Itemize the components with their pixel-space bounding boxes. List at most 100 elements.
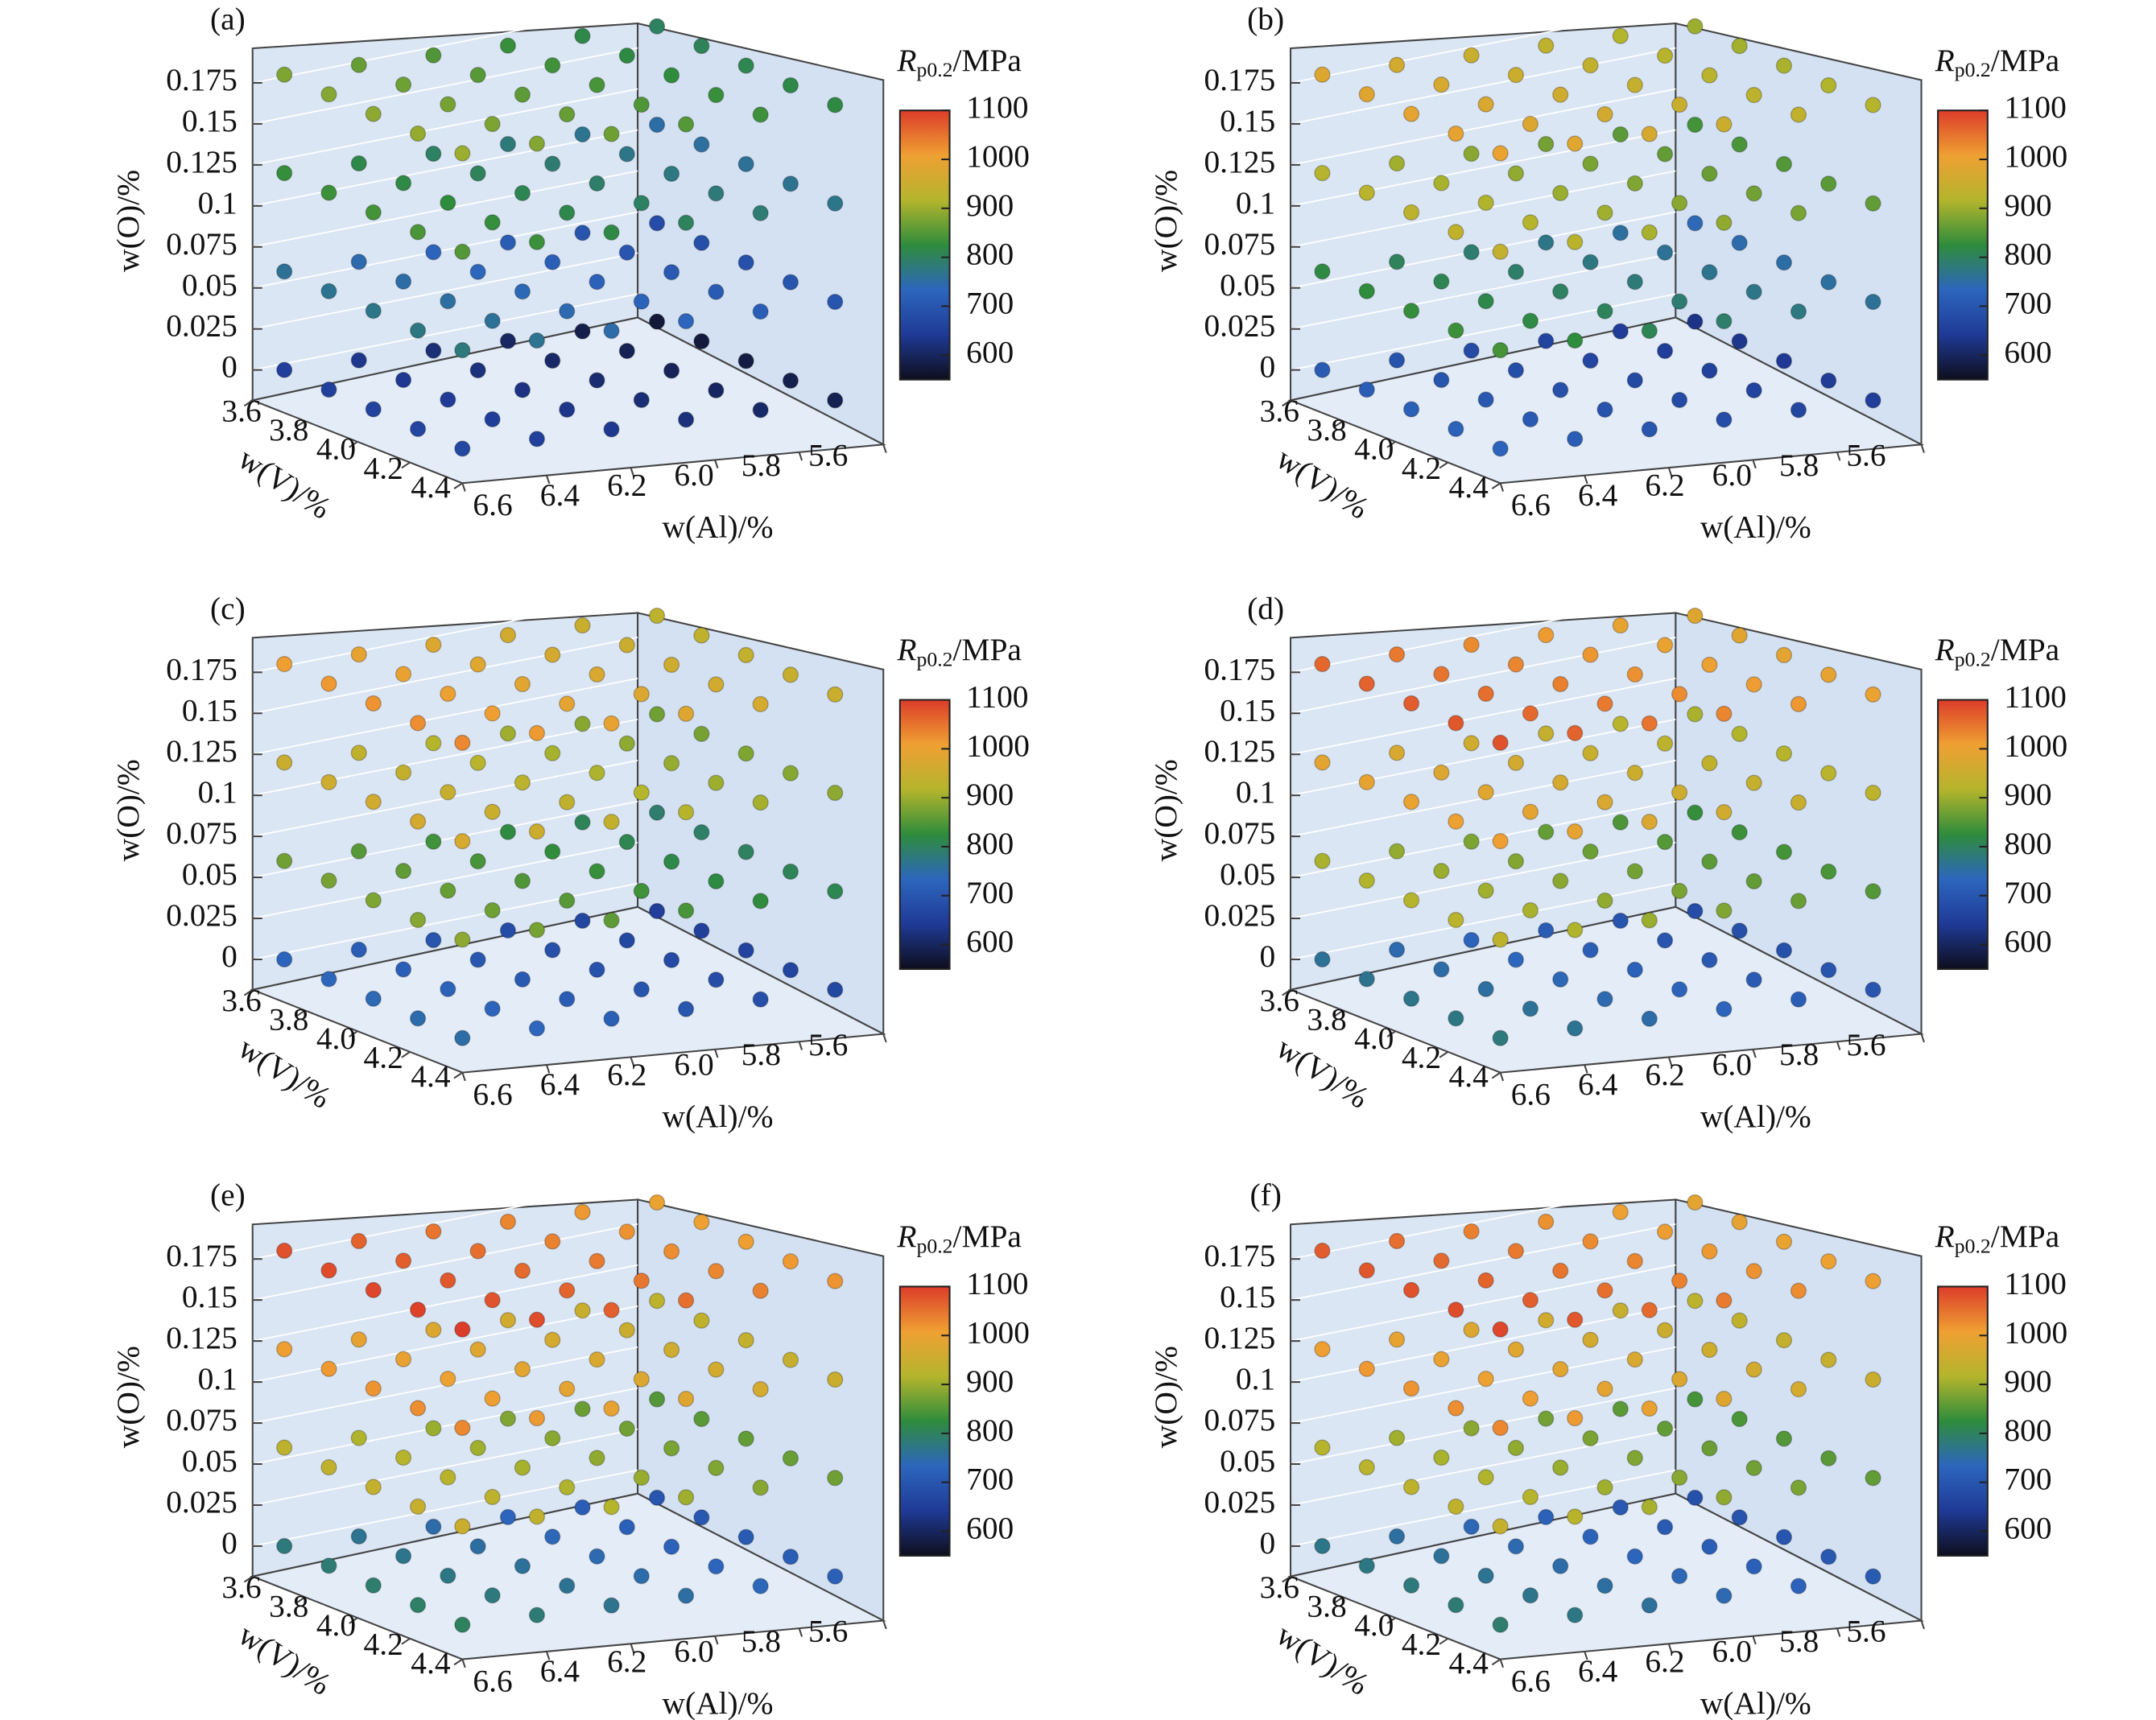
data-point [1402,695,1420,712]
data-point [1448,1400,1464,1417]
data-point [1552,382,1569,398]
x-tick-label: 6.2 [1645,1057,1684,1092]
data-point [514,1557,531,1574]
data-point [409,1010,427,1027]
z-grid-line [252,596,638,674]
data-point [1865,1568,1881,1585]
data-point [1596,991,1613,1008]
z-grid-line [252,1223,638,1301]
data-point [1775,57,1793,74]
data-point [603,224,620,241]
data-point [440,1371,456,1388]
x-tick-label: 6.6 [473,1663,512,1698]
z-grid-line [252,1469,638,1547]
x-tick [882,443,887,453]
colorbar-label: Rp0.2/MPa [1935,1219,2060,1257]
data-point [574,126,591,143]
z-grid-line [1290,596,1676,674]
data-point [1448,420,1464,438]
data-point [1582,1233,1599,1250]
data-point [708,1459,725,1477]
data-point [708,382,725,399]
y-tick [349,1030,358,1037]
data-point [1492,734,1509,751]
data-point [1775,1528,1793,1545]
data-point [409,715,427,732]
colorbar-label-unit: /MPa [1991,43,2059,78]
x-tick [798,452,803,461]
data-point [469,67,486,84]
data-point [1671,981,1688,998]
data-point [440,882,456,899]
data-point [1596,1479,1613,1496]
data-point [1731,332,1748,350]
data-point [1775,254,1793,271]
data-point [1671,1469,1688,1487]
data-point [276,1439,293,1456]
z-tick-label: 0 [1259,349,1275,385]
data-point [752,1380,769,1398]
x-tick-label: 5.8 [741,448,781,483]
z-tick-label: 0.05 [1220,1443,1275,1479]
data-point [827,981,844,998]
colorbar-tick-label: 900 [2004,1363,2051,1399]
x-tick [545,1651,551,1660]
data-point [708,185,725,202]
z-tick-label: 0.05 [1220,267,1275,303]
data-point [1552,675,1569,693]
x-tick [630,1644,634,1652]
data-point [544,1429,561,1447]
data-point [708,1361,725,1378]
data-point [454,1518,471,1535]
data-point [1671,1272,1688,1289]
data-point [752,1282,769,1299]
data-point [409,911,427,929]
data-point [276,164,293,182]
data-point [737,353,754,369]
data-point [1687,313,1704,330]
data-point [1492,931,1509,948]
data-point [528,724,546,741]
data-point [677,1292,695,1309]
data-point [394,76,412,93]
data-point [1641,912,1658,929]
data-point [1687,18,1704,35]
data-point [1402,401,1420,418]
data-point [603,1010,620,1027]
data-point [1656,146,1674,163]
colorbar-tick-label: 800 [2004,237,2051,272]
data-point [1538,626,1555,644]
data-point [1477,685,1494,703]
data-point [603,421,620,438]
data-point [469,1538,486,1555]
colorbar-tick-label: 900 [966,777,1014,812]
data-point [559,204,576,221]
data-point [1388,1232,1406,1250]
data-point [1477,980,1494,997]
data-point [1567,1508,1584,1525]
z-tick-label: 0.075 [1204,226,1275,262]
data-point [514,283,531,300]
z-grid-line [1290,882,1676,960]
z-grid-line [1290,1387,1676,1465]
data-point [1433,1351,1450,1367]
data-point [1820,372,1837,390]
data-point [1492,833,1509,850]
data-point [1612,1499,1629,1516]
data-point [1701,755,1718,772]
data-point [589,961,605,978]
x-tick [1752,1635,1757,1645]
data-point [1492,440,1509,457]
y-tick-label: 4.0 [316,1021,356,1056]
data-point [514,971,531,988]
data-point [1656,342,1674,360]
data-point [1716,902,1733,919]
data-point [1463,1223,1480,1240]
data-point [1582,1429,1599,1447]
x-tick-label: 6.6 [1511,1077,1551,1112]
data-point [1314,361,1331,378]
z-tick-label: 0.125 [1204,1320,1275,1355]
x-tick [714,1049,719,1058]
x-tick [1584,475,1588,485]
colorbar [898,699,951,971]
